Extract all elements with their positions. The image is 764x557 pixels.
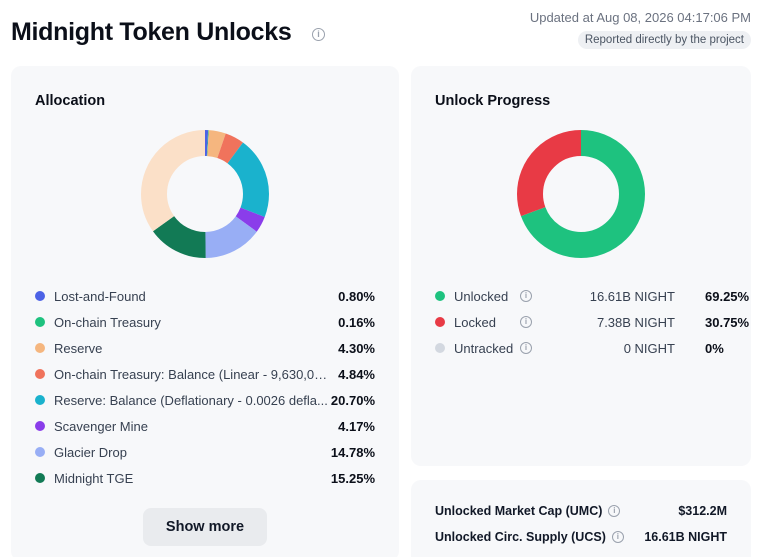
allocation-donut-chart	[141, 130, 269, 258]
legend-label: Reserve	[54, 340, 103, 356]
legend-amount: 0 NIGHT	[623, 340, 675, 356]
legend-percent: 69.25%	[705, 288, 750, 304]
unlock-donut-chart	[517, 130, 645, 258]
legend-amount: 16.61B NIGHT	[589, 288, 675, 304]
legend-percent: 4.84%	[338, 366, 375, 382]
allocation-legend-item[interactable]: Scavenger Mine 4.17%	[35, 416, 375, 436]
umc-label: Unlocked Market Cap (UMC)	[435, 504, 603, 518]
ucs-label: Unlocked Circ. Supply (UCS)	[435, 530, 606, 544]
legend-dot	[435, 343, 445, 353]
info-icon[interactable]: i	[608, 505, 621, 517]
legend-dot	[35, 421, 45, 431]
legend-dot	[35, 395, 45, 405]
legend-dot	[35, 369, 45, 379]
reported-badge: Reported directly by the project	[577, 31, 751, 49]
unlock-legend-item[interactable]: Unlocked i 16.61B NIGHT 69.25%	[435, 286, 749, 306]
umc-value: $312.2M	[678, 504, 727, 518]
legend-label: Lost-and-Found	[54, 288, 146, 304]
legend-label: Unlocked	[454, 288, 509, 304]
info-icon[interactable]: i	[611, 531, 624, 543]
legend-amount: 7.38B NIGHT	[596, 314, 675, 330]
legend-percent: 20.70%	[330, 392, 375, 408]
title-info-icon[interactable]: i	[312, 28, 325, 41]
legend-dot	[435, 317, 445, 327]
legend-percent: 15.25%	[330, 470, 375, 486]
legend-dot	[35, 447, 45, 457]
allocation-legend-item[interactable]: Midnight TGE 15.25%	[35, 468, 375, 488]
legend-percent: 0.16%	[338, 314, 375, 330]
allocation-slice[interactable]	[141, 130, 269, 258]
legend-dot	[35, 473, 45, 483]
allocation-legend-item[interactable]: Reserve 4.30%	[35, 338, 375, 358]
market-stats-card: Unlocked Market Cap (UMC) i $312.2M Unlo…	[411, 480, 751, 557]
unlock-slice[interactable]	[517, 130, 645, 258]
legend-label: On-chain Treasury: Balance (Linear - 9,6…	[54, 366, 329, 382]
page-title: Midnight Token Unlocks	[11, 18, 292, 46]
unlock-progress-card: Unlock Progress Unlocked i 16.61B NIGHT …	[411, 66, 751, 466]
legend-label: On-chain Treasury	[54, 314, 161, 330]
allocation-legend-item[interactable]: Glacier Drop 14.78%	[35, 442, 375, 462]
legend-percent: 4.17%	[338, 418, 375, 434]
legend-percent: 0%	[705, 340, 724, 356]
legend-label: Midnight TGE	[54, 470, 134, 486]
legend-percent: 14.78%	[330, 444, 375, 460]
legend-dot	[35, 291, 45, 301]
umc-row: Unlocked Market Cap (UMC) i $312.2M	[435, 501, 727, 521]
unlock-legend-item[interactable]: Untracked i 0 NIGHT 0%	[435, 338, 727, 358]
allocation-slice[interactable]	[141, 130, 269, 258]
allocation-title: Allocation	[35, 93, 106, 109]
allocation-legend-item[interactable]: On-chain Treasury: Balance (Linear - 9,6…	[35, 364, 375, 384]
allocation-legend-item[interactable]: Lost-and-Found 0.80%	[35, 286, 375, 306]
legend-percent: 4.30%	[338, 340, 375, 356]
updated-timestamp: Updated at Aug 08, 2026 04:17:06 PM	[529, 10, 751, 25]
legend-percent: 0.80%	[338, 288, 375, 304]
legend-label: Untracked	[454, 340, 514, 356]
unlock-legend-item[interactable]: Locked i 7.38B NIGHT 30.75%	[435, 312, 749, 332]
allocation-slice[interactable]	[141, 130, 269, 258]
legend-dot	[435, 291, 445, 301]
ucs-value: 16.61B NIGHT	[644, 530, 727, 544]
ucs-row: Unlocked Circ. Supply (UCS) i 16.61B NIG…	[435, 527, 727, 547]
legend-dot	[35, 317, 45, 327]
legend-label: Scavenger Mine	[54, 418, 148, 434]
info-icon[interactable]: i	[520, 290, 532, 302]
unlock-progress-title: Unlock Progress	[435, 93, 551, 109]
legend-percent: 30.75%	[705, 314, 750, 330]
legend-label: Locked	[454, 314, 496, 330]
show-more-button[interactable]: Show more	[143, 508, 267, 546]
legend-label: Reserve: Balance (Deflationary - 0.0026 …	[54, 392, 328, 408]
info-icon[interactable]: i	[520, 342, 532, 354]
legend-label: Glacier Drop	[54, 444, 127, 460]
allocation-card: Allocation Lost-and-Found 0.80% On-chain…	[11, 66, 399, 557]
info-icon[interactable]: i	[520, 316, 532, 328]
allocation-legend-item[interactable]: Reserve: Balance (Deflationary - 0.0026 …	[35, 390, 375, 410]
allocation-legend-item[interactable]: On-chain Treasury 0.16%	[35, 312, 375, 332]
legend-dot	[35, 343, 45, 353]
